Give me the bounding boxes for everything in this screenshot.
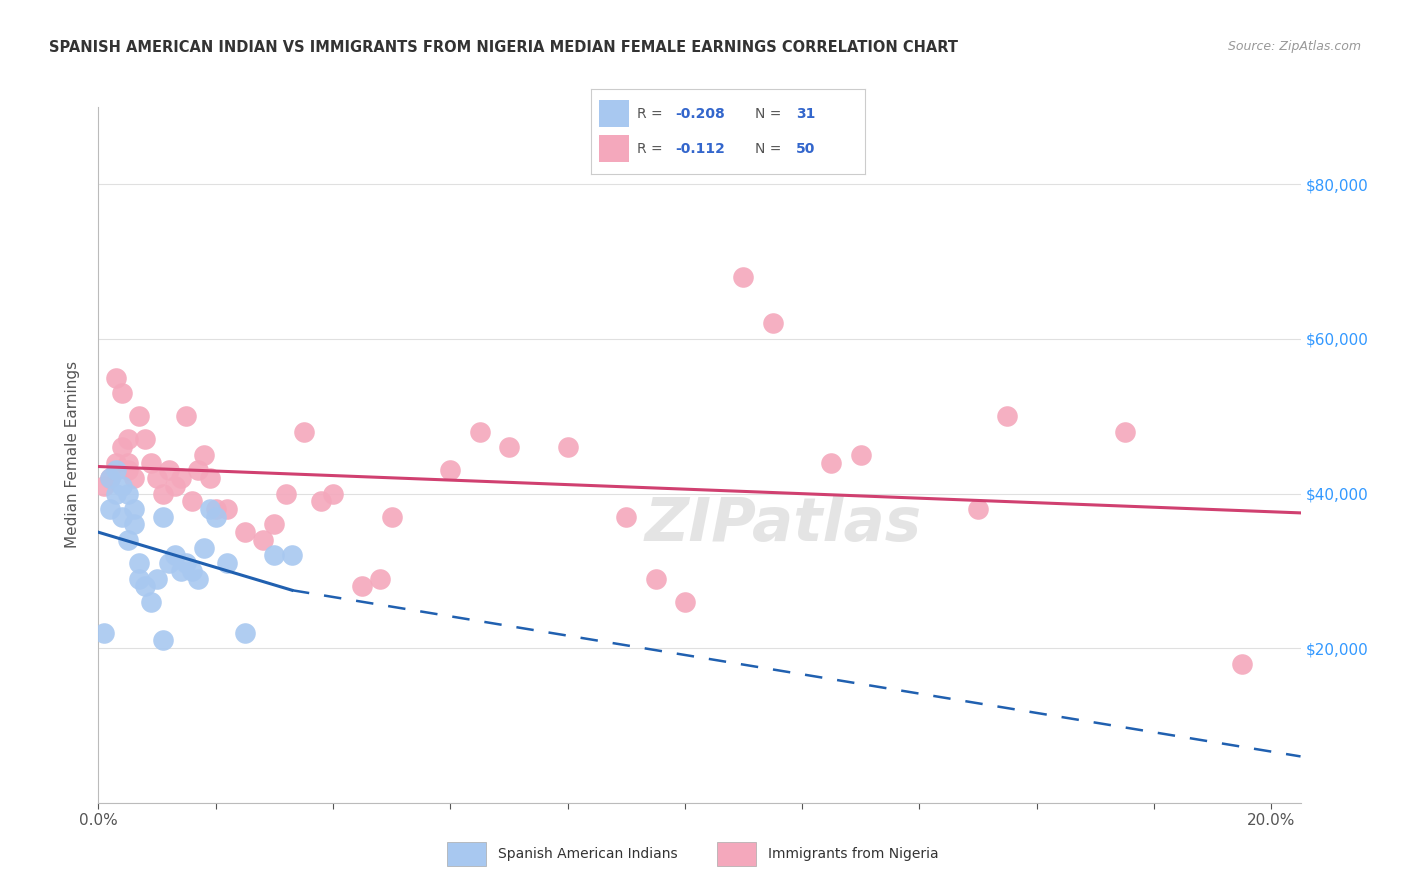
Point (309, 494, 332, 508)
Text: R =: R = (637, 142, 672, 155)
Point (111, 479, 134, 493)
Point (217, 502, 239, 516)
Text: ZIPatlas: ZIPatlas (645, 495, 922, 554)
Text: -0.208: -0.208 (675, 106, 725, 120)
Point (105, 370, 128, 384)
Point (157, 463, 180, 477)
Point (111, 509, 134, 524)
Point (146, 572, 169, 586)
Point (141, 595, 163, 609)
Point (176, 409, 198, 424)
Bar (717, 842, 756, 866)
Point (117, 456, 139, 470)
Text: SPANISH AMERICAN INDIAN VS IMMIGRANTS FROM NIGERIA MEDIAN FEMALE EARNINGS CORREL: SPANISH AMERICAN INDIAN VS IMMIGRANTS FR… (49, 40, 959, 55)
Point (181, 564, 204, 578)
Point (187, 572, 209, 586)
Point (93, 479, 115, 493)
Point (134, 579, 156, 593)
Text: Immigrants from Nigeria: Immigrants from Nigeria (768, 847, 938, 861)
Point (820, 456, 842, 470)
Point (169, 564, 191, 578)
Point (1114, 425, 1136, 439)
Point (204, 509, 226, 524)
Point (128, 409, 150, 424)
Point (252, 533, 274, 547)
Point (198, 471, 221, 485)
Point (105, 463, 128, 477)
Point (146, 471, 169, 485)
Text: Spanish American Indians: Spanish American Indians (498, 847, 678, 861)
Text: 50: 50 (796, 142, 815, 155)
Point (217, 556, 239, 570)
Point (187, 463, 209, 477)
Point (498, 440, 520, 454)
Point (117, 486, 139, 500)
Text: Source: ZipAtlas.com: Source: ZipAtlas.com (1227, 40, 1361, 54)
Point (122, 502, 145, 516)
Point (439, 463, 461, 477)
Point (169, 471, 191, 485)
Point (152, 509, 174, 524)
Point (128, 556, 150, 570)
Point (152, 486, 174, 500)
Point (967, 502, 990, 516)
Text: 31: 31 (796, 106, 815, 120)
Point (263, 549, 285, 563)
Point (644, 572, 666, 586)
Point (122, 471, 145, 485)
Text: R =: R = (637, 106, 666, 120)
Point (233, 525, 256, 540)
Point (204, 502, 226, 516)
Point (98, 471, 121, 485)
Bar (447, 842, 486, 866)
Point (181, 494, 204, 508)
Point (368, 572, 391, 586)
Point (274, 486, 297, 500)
Point (673, 595, 696, 609)
Point (117, 463, 139, 477)
Point (98, 471, 121, 485)
Point (193, 448, 215, 462)
Point (557, 440, 579, 454)
Point (105, 456, 128, 470)
Point (117, 433, 139, 447)
Point (762, 317, 785, 331)
Point (105, 486, 128, 500)
Point (995, 409, 1018, 424)
Point (352, 579, 374, 593)
Point (614, 509, 637, 524)
Text: N =: N = (755, 142, 786, 155)
Point (263, 517, 285, 532)
Point (157, 556, 180, 570)
Point (292, 425, 315, 439)
Point (733, 270, 755, 285)
Point (122, 517, 145, 532)
Bar (599, 100, 628, 128)
Point (93, 625, 115, 640)
Point (198, 502, 221, 516)
Point (117, 533, 139, 547)
Point (163, 549, 186, 563)
Point (468, 425, 491, 439)
Y-axis label: Median Female Earnings: Median Female Earnings (65, 361, 80, 549)
Point (111, 386, 134, 401)
Point (193, 541, 215, 555)
Point (98, 502, 121, 516)
Text: -0.112: -0.112 (675, 142, 725, 155)
Bar (599, 135, 628, 162)
Point (141, 456, 163, 470)
Point (233, 625, 256, 640)
Point (134, 433, 156, 447)
Point (381, 509, 404, 524)
Text: N =: N = (755, 106, 786, 120)
Point (163, 479, 186, 493)
Point (152, 633, 174, 648)
Point (322, 486, 344, 500)
Point (128, 572, 150, 586)
Point (281, 549, 304, 563)
Point (849, 448, 872, 462)
Point (1230, 657, 1253, 671)
Point (111, 440, 134, 454)
Point (176, 556, 198, 570)
